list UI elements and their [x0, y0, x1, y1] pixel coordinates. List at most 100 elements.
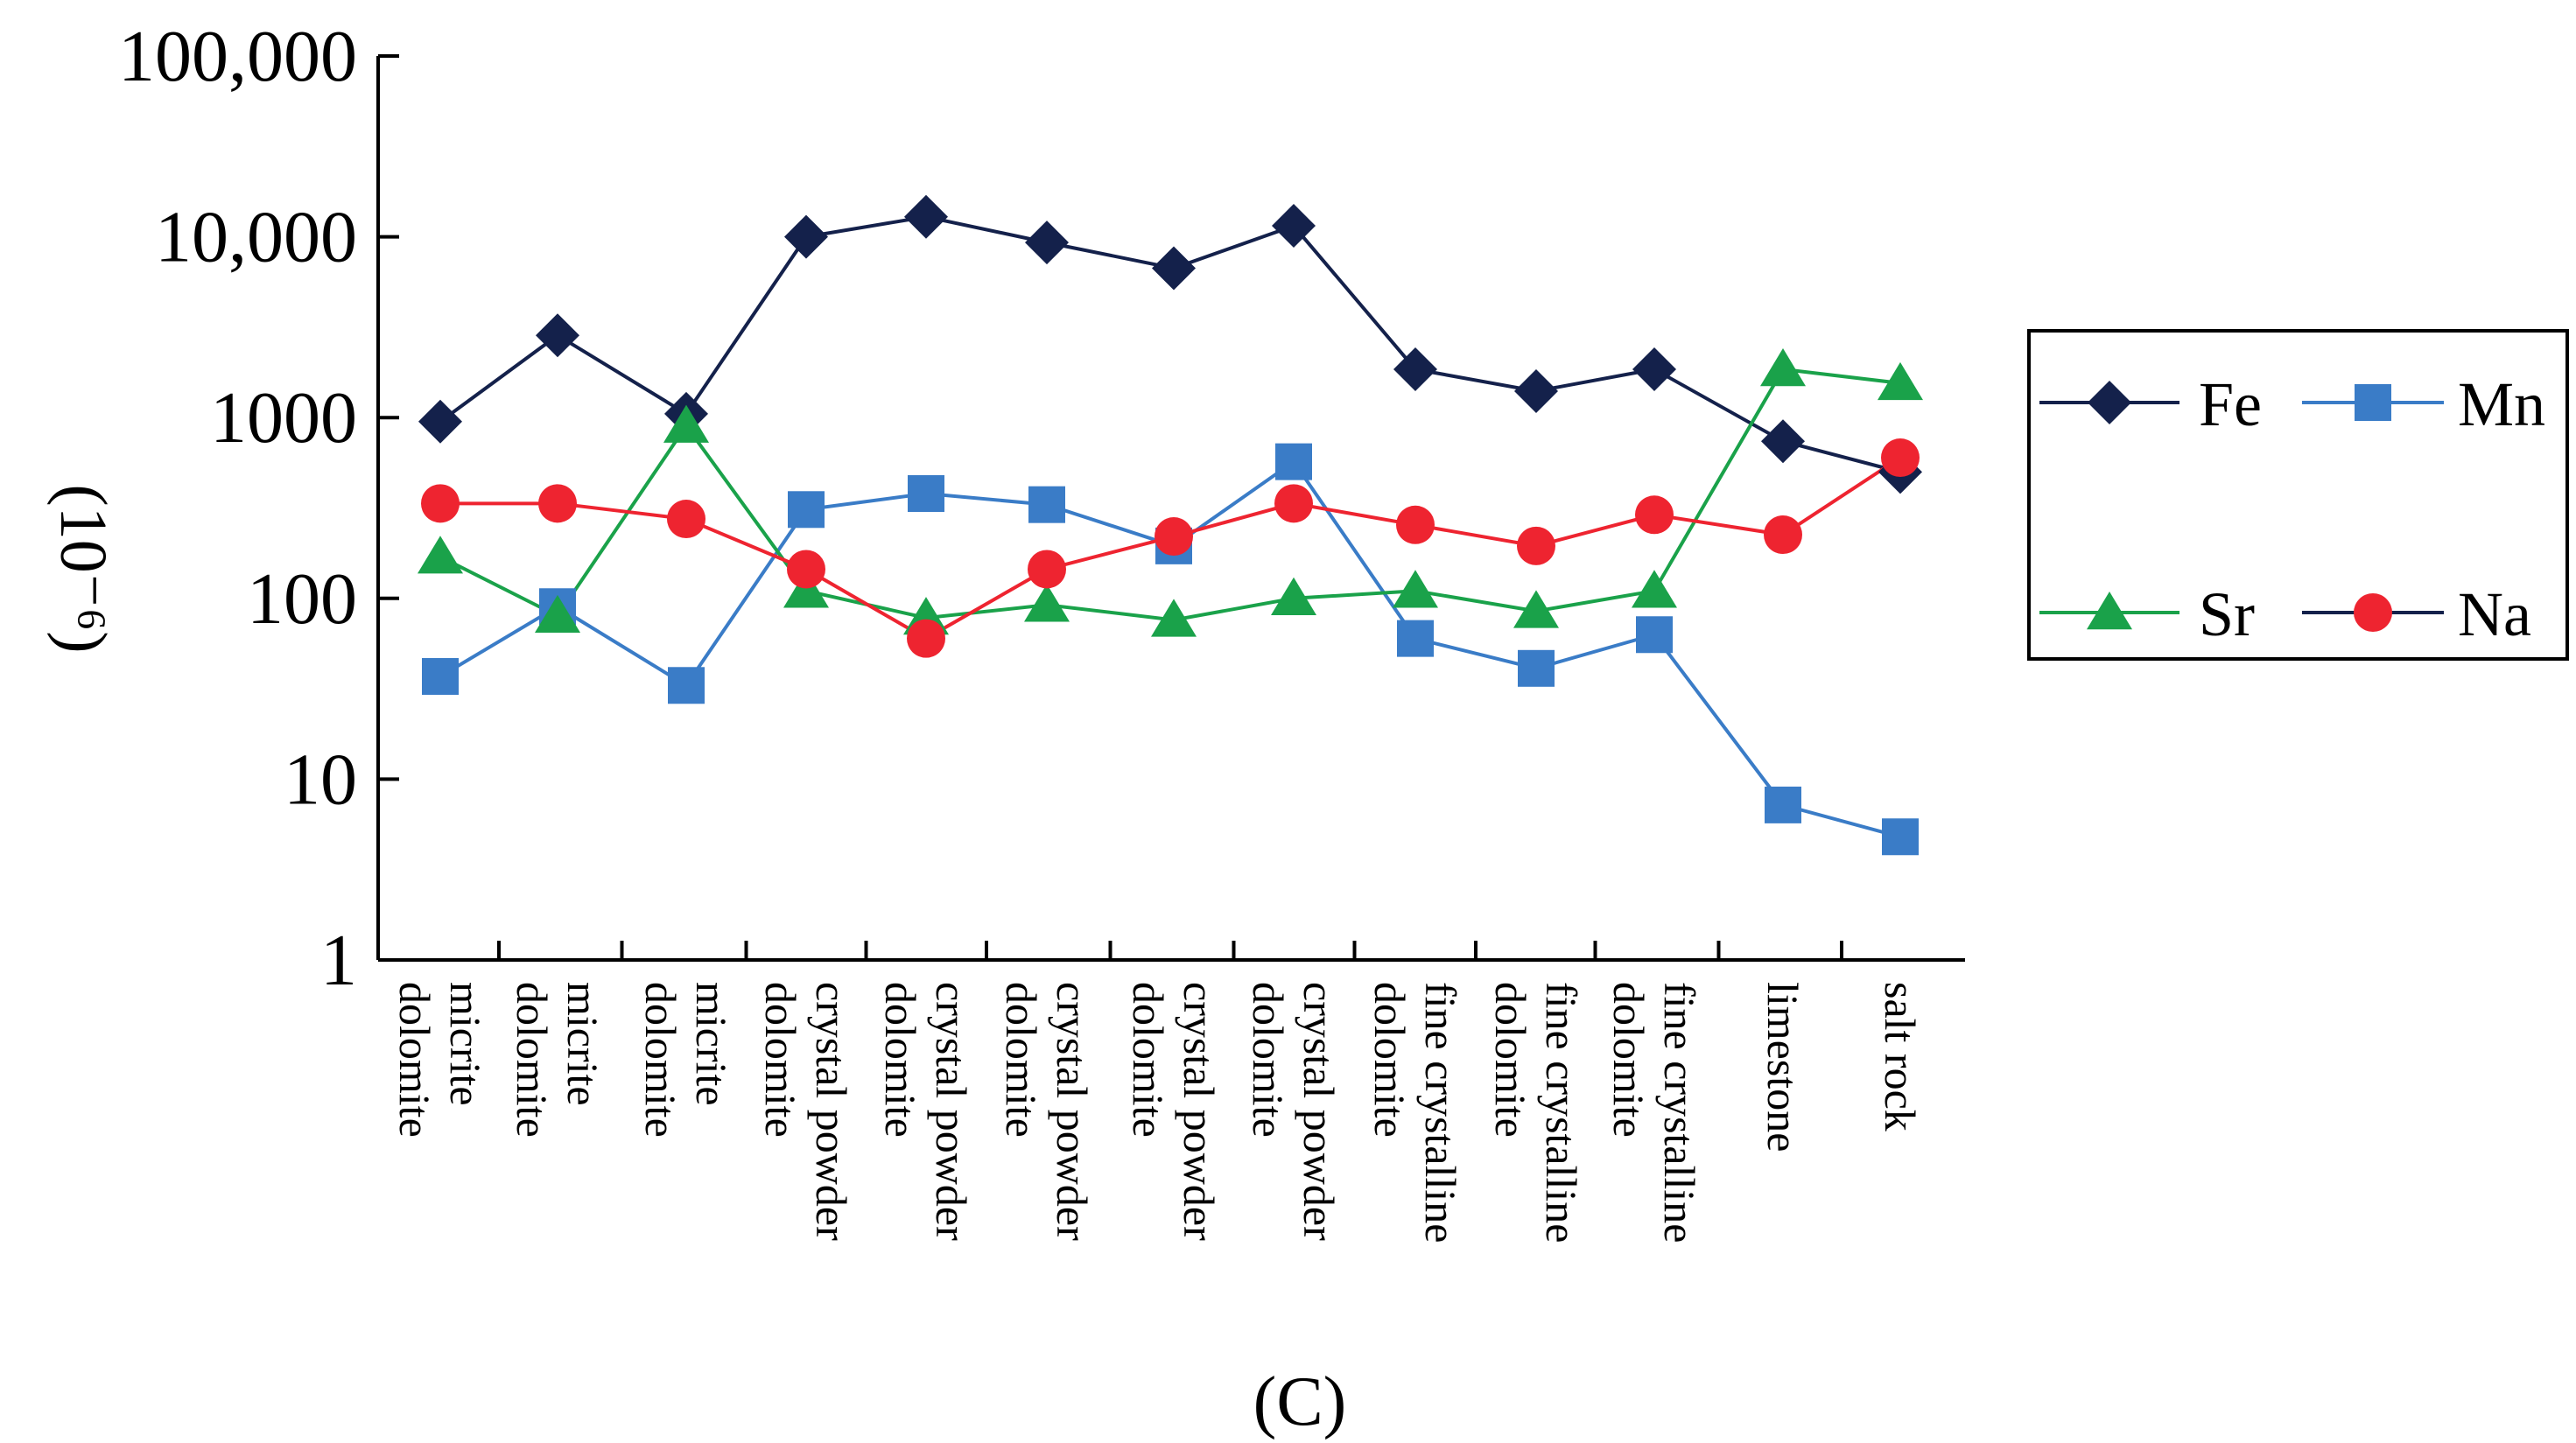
category-label-line: dolomite: [756, 982, 805, 1138]
legend-label-fe: Fe: [2199, 369, 2262, 439]
category-label-line: dolomite: [508, 982, 557, 1138]
category-label-line: fine crystalline: [1416, 982, 1465, 1243]
point-na: [1274, 484, 1313, 523]
legend-item-mn: Mn: [2302, 369, 2545, 439]
category-label-line: dolomite: [997, 982, 1046, 1138]
point-mn: [1636, 616, 1673, 654]
panel-label: (C): [1253, 1363, 1347, 1440]
category-label-line: salt rock: [1876, 982, 1925, 1131]
point-mn: [1028, 486, 1065, 523]
legend-label-sr: Sr: [2199, 579, 2255, 649]
point-fe: [418, 399, 462, 444]
tick-labels: 1 10 100 1000 10,000 100,000: [118, 16, 357, 1001]
category-label-line: crystal powder: [927, 982, 976, 1241]
category-label-line: dolomite: [1486, 982, 1535, 1138]
point-fe: [1514, 369, 1558, 414]
point-fe: [904, 194, 948, 239]
point-na: [787, 550, 825, 589]
category-label-line: dolomite: [390, 982, 439, 1138]
point-mn: [1765, 786, 1801, 823]
point-na: [538, 484, 577, 523]
y-axis-label: (10⁻⁶): [46, 484, 120, 653]
legend-item-na: Na: [2302, 579, 2531, 649]
category-label-line: crystal powder: [1295, 982, 1344, 1241]
legend-marker-sr: [2087, 592, 2132, 630]
point-sr: [1024, 584, 1070, 622]
point-sr: [1271, 577, 1316, 615]
point-na: [907, 619, 945, 658]
point-mn: [1882, 818, 1919, 856]
category-label-line: crystal powder: [1175, 982, 1224, 1241]
legend-label-mn: Mn: [2458, 369, 2545, 439]
legend-marker-fe: [2088, 381, 2131, 424]
y-tick-label: 100: [247, 558, 357, 640]
point-sr: [1513, 590, 1559, 628]
point-na: [1881, 438, 1920, 478]
point-sr: [418, 536, 463, 574]
axes: [376, 54, 1965, 962]
point-sr: [1393, 570, 1438, 608]
point-na: [667, 500, 705, 539]
point-mn: [1275, 443, 1312, 480]
y-tick-label: 1000: [210, 377, 357, 459]
series-line-sr: [439, 367, 1901, 622]
point-fe: [1152, 246, 1196, 291]
point-na: [1764, 515, 1802, 555]
point-mn: [1518, 649, 1555, 687]
point-fe: [1761, 419, 1805, 464]
y-tick-label: 1: [320, 920, 357, 1001]
legend: Fe Mn Sr Na: [2027, 329, 2569, 661]
point-fe: [1025, 221, 1069, 265]
point-sr: [1632, 570, 1677, 608]
point-sr: [1151, 599, 1197, 637]
y-tick-label: 100,000: [118, 16, 357, 97]
point-na: [421, 484, 460, 523]
point-na: [1396, 505, 1435, 544]
point-na: [1028, 550, 1066, 589]
category-label-line: fine crystalline: [1655, 982, 1704, 1243]
point-sr: [535, 594, 580, 634]
point-fe: [536, 313, 579, 358]
legend-item-sr: Sr: [2039, 579, 2255, 649]
category-label-line: micrite: [558, 982, 607, 1106]
point-mn: [422, 658, 459, 696]
category-label: salt rock: [1876, 982, 1925, 1131]
point-fe: [784, 214, 828, 259]
category-label-line: micrite: [441, 982, 490, 1106]
category-label-line: dolomite: [1365, 982, 1414, 1138]
point-na: [1635, 495, 1674, 535]
category-label-line: dolomite: [1604, 982, 1653, 1138]
legend-marker-mn: [2355, 384, 2391, 421]
point-sr: [1878, 361, 1923, 401]
legend-item-fe: Fe: [2039, 369, 2262, 439]
y-tick-label: 10,000: [155, 197, 357, 278]
point-fe: [1393, 347, 1437, 392]
category-label-line: dolomite: [1244, 982, 1293, 1138]
category-label: limestone: [1758, 982, 1807, 1152]
point-sr: [663, 404, 709, 443]
category-label-line: dolomite: [636, 982, 685, 1138]
category-label-line: limestone: [1758, 982, 1807, 1152]
point-fe: [1632, 347, 1676, 392]
point-mn: [668, 667, 705, 704]
category-label-line: crystal powder: [1048, 982, 1097, 1241]
point-mn: [908, 475, 944, 513]
series-markers: [418, 194, 1923, 856]
point-na: [1155, 517, 1193, 557]
legend-marker-na: [2354, 593, 2392, 632]
point-mn: [788, 491, 825, 529]
point-na: [1517, 526, 1555, 565]
category-label-line: dolomite: [876, 982, 925, 1138]
legend-label-na: Na: [2458, 579, 2531, 649]
